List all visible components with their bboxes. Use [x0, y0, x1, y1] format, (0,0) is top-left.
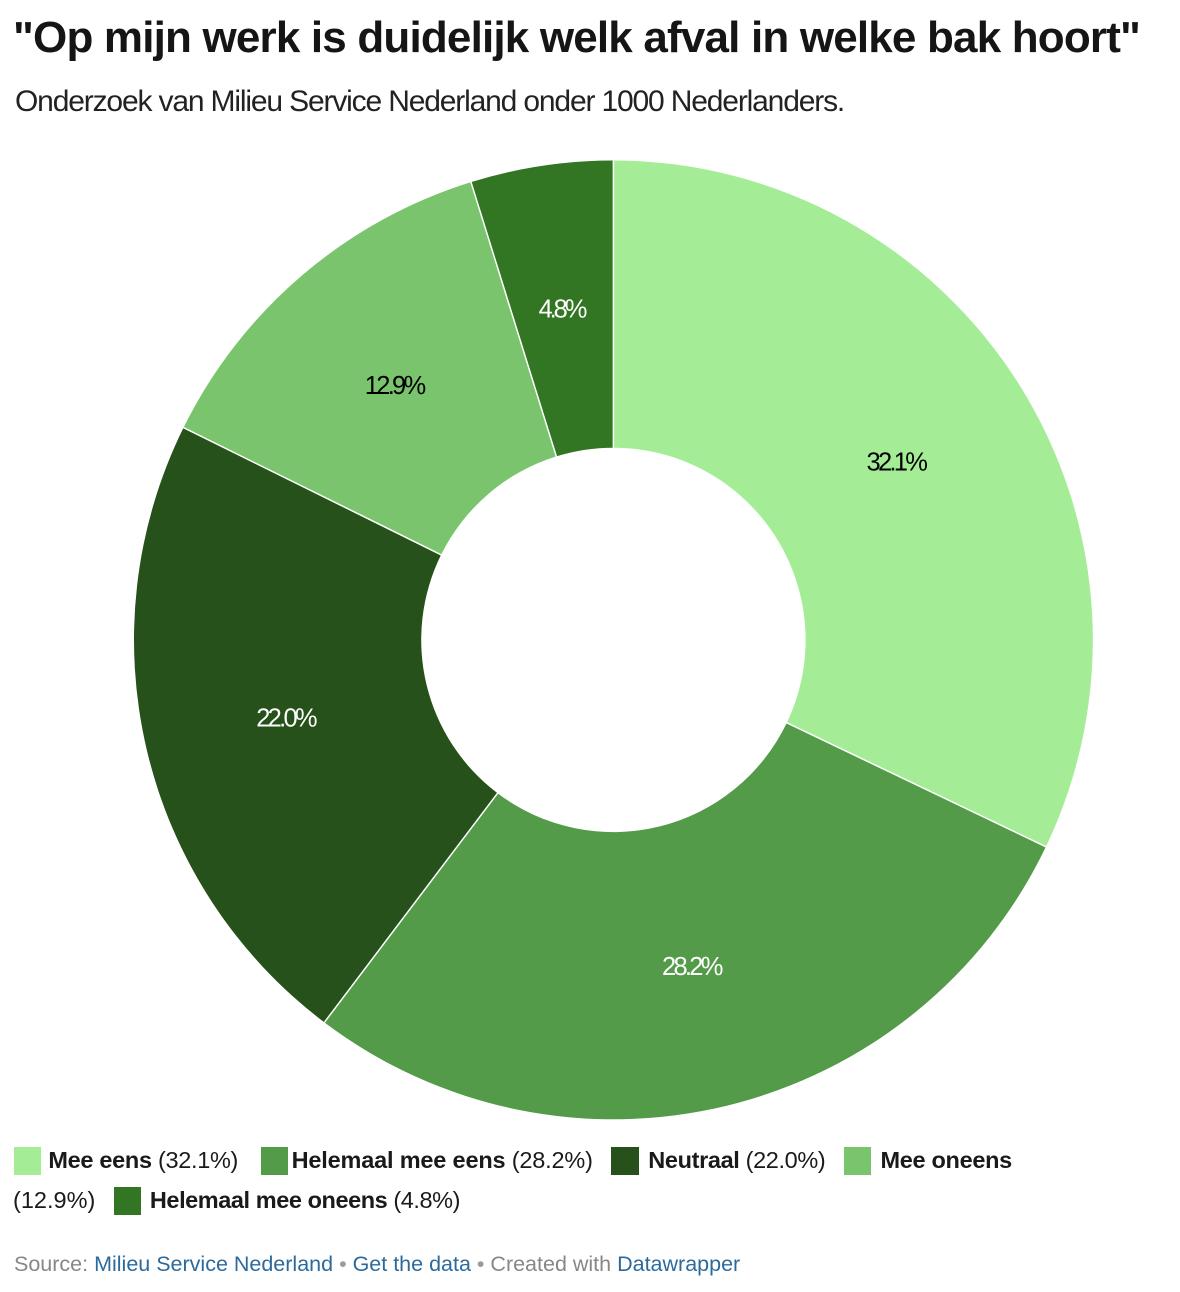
svg-text:22.0%: 22.0% [256, 705, 317, 733]
svg-text:28.2%: 28.2% [662, 953, 723, 981]
svg-text:12.9%: 12.9% [365, 372, 426, 400]
svg-text:32.1%: 32.1% [867, 448, 928, 476]
svg-text:4.8%: 4.8% [539, 296, 588, 324]
